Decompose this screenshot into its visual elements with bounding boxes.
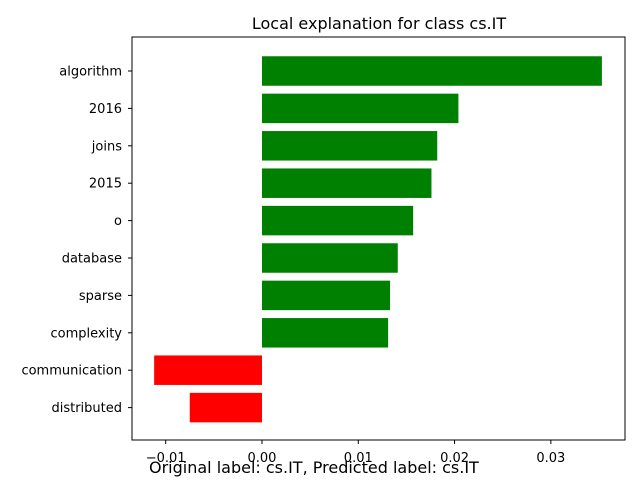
bar-distributed xyxy=(189,392,262,423)
y-tick-label: distributed xyxy=(51,401,122,416)
x-tick-label: 0.01 xyxy=(344,451,373,466)
bar-sparse xyxy=(261,280,391,311)
bar-algorithm xyxy=(261,56,602,86)
y-tick-label: o xyxy=(114,214,122,229)
bar-joins xyxy=(261,131,438,161)
y-axis: algorithm 2016 joins 2015 o database sparse com… xyxy=(21,65,132,416)
y-tick-label: 2015 xyxy=(89,177,122,192)
plot-frame xyxy=(131,36,626,441)
footer-label: Original label: cs.IT, Predicted label: … xyxy=(149,458,479,477)
y-tick-label: algorithm xyxy=(59,65,122,80)
x-axis: −0.01 0.00 0.01 0.02 0.03 xyxy=(146,440,565,466)
x-tick-label: 0.00 xyxy=(248,451,277,466)
bar-communication xyxy=(154,355,262,385)
y-tick-label: communication xyxy=(21,364,122,379)
bar-o xyxy=(261,205,414,236)
bar-complexity xyxy=(261,318,389,348)
bar-2016 xyxy=(261,93,459,124)
x-tick-label: −0.01 xyxy=(146,451,186,466)
bars-group xyxy=(154,56,602,423)
y-tick-label: database xyxy=(62,252,122,267)
bar-2015 xyxy=(261,168,432,198)
x-tick-label: 0.03 xyxy=(536,451,565,466)
y-tick-label: 2016 xyxy=(89,102,122,117)
y-tick-label: sparse xyxy=(79,289,122,304)
y-tick-label: joins xyxy=(91,139,122,154)
y-tick-label: complexity xyxy=(51,326,123,341)
x-tick-label: 0.02 xyxy=(440,451,469,466)
chart-title: Local explanation for class cs.IT xyxy=(252,14,507,33)
bar-database xyxy=(261,243,398,273)
